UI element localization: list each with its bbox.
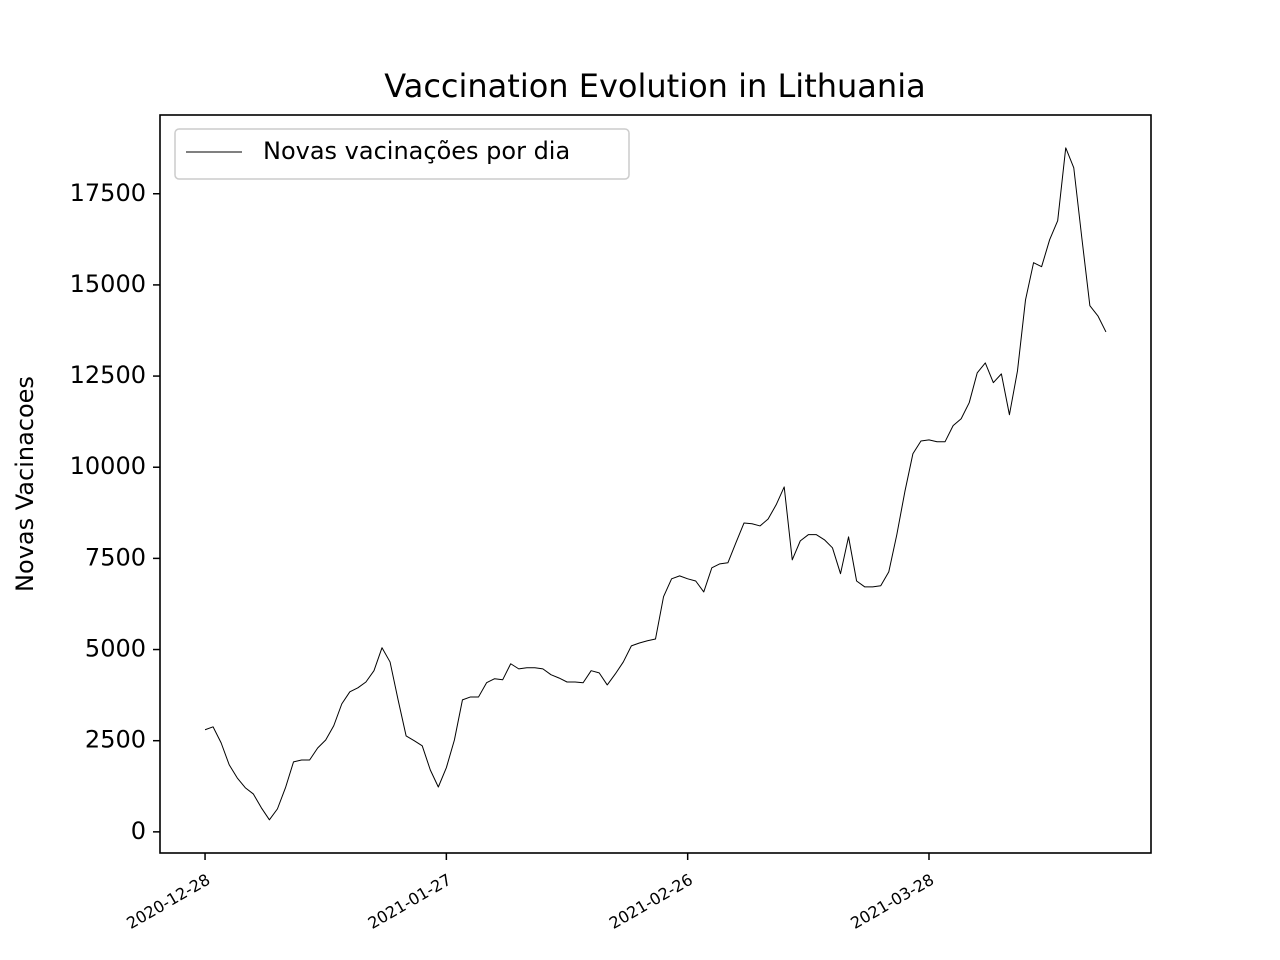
chart-title: Vaccination Evolution in Lithuania bbox=[384, 67, 925, 105]
y-tick-label: 7500 bbox=[85, 543, 146, 571]
y-tick-label: 5000 bbox=[85, 635, 146, 663]
y-tick-label: 15000 bbox=[70, 270, 146, 298]
y-tick-label: 12500 bbox=[70, 361, 146, 389]
data-line bbox=[204, 147, 1107, 821]
y-tick-label: 10000 bbox=[70, 452, 146, 480]
y-axis-label: Novas Vacinacoes bbox=[11, 376, 39, 592]
x-axis-label: Date bbox=[626, 957, 683, 960]
y-tick-label: 0 bbox=[131, 817, 146, 845]
y-tick-label: 2500 bbox=[85, 726, 146, 754]
legend-box bbox=[174, 128, 630, 180]
plot-frame bbox=[159, 114, 1152, 854]
y-tick-label: 17500 bbox=[70, 179, 146, 207]
legend-label: Novas vacinações por dia bbox=[263, 137, 570, 165]
